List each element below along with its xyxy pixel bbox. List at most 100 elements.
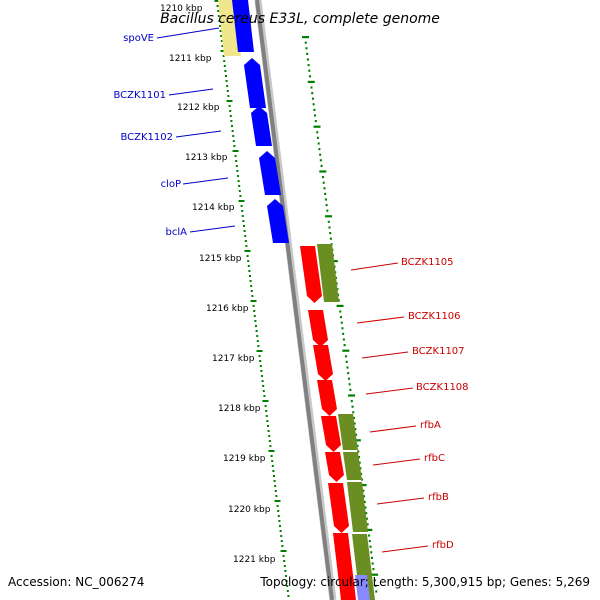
cog-tick — [366, 523, 369, 526]
reverse-cds-rfbd — [333, 533, 356, 600]
cog-tick — [363, 495, 366, 498]
ruler-tick — [274, 490, 277, 492]
reverse-cds-bczk1105 — [300, 246, 322, 303]
ruler-tick — [214, 0, 221, 2]
ruler-tick — [272, 470, 275, 472]
gene-label-right[interactable]: BCZK1105 — [401, 257, 454, 268]
ruler-tick — [219, 25, 221, 27]
ruler-tick — [262, 400, 269, 402]
cog-tick — [337, 293, 340, 296]
cog-tick — [319, 170, 327, 173]
cog-block — [352, 534, 375, 600]
cog-block — [343, 452, 362, 480]
cog-tick — [368, 540, 371, 543]
gene-label-line — [175, 130, 222, 138]
cog-track-dots — [302, 36, 379, 593]
ruler-tick — [227, 95, 230, 97]
ruler-tick — [285, 575, 287, 577]
cog-tick — [343, 344, 346, 347]
ruler-tick — [267, 430, 270, 432]
cog-tick — [328, 226, 331, 229]
ruler-tick — [280, 550, 287, 552]
reverse-cds-bczk1107 — [313, 345, 333, 381]
gene-label-right[interactable]: rfbD — [432, 540, 454, 551]
ruler-tick — [231, 130, 234, 132]
cog-tick — [360, 472, 363, 475]
ruler-tick — [241, 210, 244, 212]
ruler-tick — [244, 250, 251, 252]
cog-block — [317, 244, 339, 302]
gene-label-right[interactable]: BCZK1107 — [412, 346, 465, 357]
gene-labels: spoVE BCZK1101 BCZK1102 cloP bclA BCZK1105 BCZ… — [113, 27, 469, 553]
ruler-tick — [271, 465, 274, 467]
gene-label-left[interactable]: BCZK1102 — [120, 132, 173, 143]
ruler-tick — [280, 535, 283, 537]
cog-tick — [310, 86, 313, 89]
reverse-cds-bczk1106 — [308, 310, 328, 347]
ruler-tick — [234, 155, 237, 157]
ruler-tick — [278, 520, 281, 522]
gene-label-line — [369, 425, 417, 433]
gene-label-right[interactable]: rfbB — [428, 492, 449, 503]
ruler-tick — [257, 345, 260, 347]
gene-label-right[interactable]: rfbC — [424, 453, 445, 464]
ruler-tick — [277, 515, 280, 517]
cog-tick — [342, 349, 350, 352]
cog-tick — [374, 584, 377, 587]
cog-tick — [354, 428, 357, 431]
ruler-tick — [249, 275, 251, 277]
ruler-tick — [220, 35, 223, 37]
ruler-tick — [265, 415, 268, 417]
ruler-tick — [219, 30, 222, 32]
ruler-tick — [279, 525, 281, 527]
ruler-label: 1215 kbp — [199, 254, 242, 264]
cog-tick — [368, 534, 371, 537]
cog-tick — [348, 383, 351, 386]
ruler-tick — [238, 190, 241, 192]
cog-tick — [369, 545, 372, 548]
ruler-tick — [250, 290, 253, 292]
backbone-line — [255, 0, 334, 600]
cog-tick — [314, 114, 317, 117]
ruler-label: 1216 kbp — [206, 304, 249, 314]
ruler-tick — [261, 380, 264, 382]
cog-tick — [327, 220, 330, 223]
cog-tick — [329, 232, 332, 235]
ruler-tick — [226, 100, 233, 102]
forward-cds-bcla — [267, 199, 289, 243]
cog-tick — [322, 181, 325, 184]
ruler-tick — [262, 385, 265, 387]
ruler-tick — [244, 240, 247, 242]
gene-label-line — [182, 177, 229, 185]
cog-tick — [311, 97, 314, 100]
ruler-tick — [232, 135, 235, 137]
gene-label-left[interactable]: bclA — [166, 227, 188, 238]
ruler-tick — [237, 180, 240, 182]
gene-label-line — [361, 351, 409, 359]
ruler-tick — [228, 105, 231, 107]
gene-label-left[interactable]: spoVE — [123, 33, 154, 44]
ruler-tick — [225, 80, 228, 82]
cog-tick — [371, 562, 374, 565]
gene-label-left[interactable]: BCZK1101 — [113, 90, 166, 101]
ruler-label: 1220 kbp — [228, 505, 271, 515]
gene-label-left[interactable]: cloP — [161, 179, 181, 190]
cog-tick — [325, 215, 333, 218]
ruler-tick — [239, 195, 242, 197]
cog-tick — [353, 439, 361, 442]
cog-tick — [318, 148, 321, 151]
cog-tick — [365, 517, 368, 520]
ruler-tick — [251, 295, 254, 297]
gene-label-right[interactable]: BCZK1108 — [416, 382, 469, 393]
ruler-label: 1217 kbp — [212, 354, 255, 364]
ruler-label: 1221 kbp — [233, 555, 276, 565]
cog-tick — [370, 551, 373, 554]
ruler-tick — [263, 395, 266, 397]
ruler-tick — [269, 445, 272, 447]
cog-tick — [313, 125, 321, 128]
ruler-tick — [267, 425, 269, 427]
ruler-tick — [282, 555, 285, 557]
gene-label-right[interactable]: rfbA — [420, 420, 441, 431]
gene-label-right[interactable]: BCZK1106 — [408, 311, 461, 322]
